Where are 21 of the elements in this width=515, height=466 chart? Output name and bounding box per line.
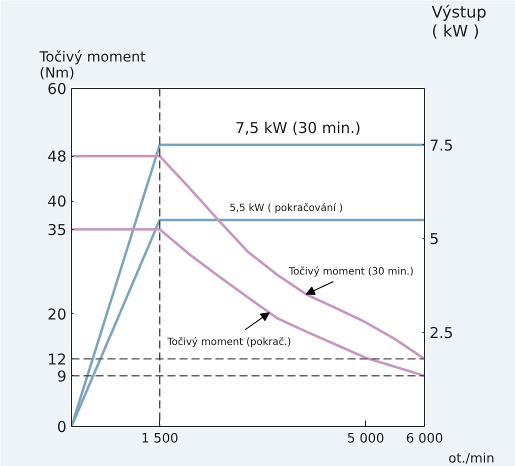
y-tick-label: 9: [56, 367, 67, 386]
y2-tick-label: 5: [430, 230, 440, 248]
annotation: Točivý moment (pokrač.): [166, 337, 292, 348]
y-tick-label: 12: [47, 350, 67, 368]
y-tick-label: 0: [56, 418, 67, 436]
y-tick-label: 20: [47, 305, 67, 324]
y2-axis-title: Výstup ( kW ): [432, 2, 486, 40]
y-tick-label: 48: [47, 148, 67, 166]
y-tick-label: 60: [47, 80, 67, 98]
annotation: 5,5 kW ( pokračování ): [230, 202, 344, 214]
x-axis-title: ot./min: [448, 452, 494, 466]
y-tick-label: 40: [47, 192, 67, 211]
x-tick-label: 1 500: [141, 432, 178, 446]
x-tick-label: 5 000: [347, 432, 384, 446]
x-tick-label: 6 000: [406, 432, 444, 446]
y2-tick-label: 2.5: [430, 324, 454, 342]
y2-tick-label: 7.5: [430, 136, 454, 154]
y-axis-title: Točivý moment (Nm): [38, 50, 146, 82]
annotation: 7,5 kW (30 min.): [235, 118, 361, 137]
annotation: Točivý moment (30 min.): [288, 266, 414, 278]
y-tick-label: 35: [47, 220, 67, 239]
